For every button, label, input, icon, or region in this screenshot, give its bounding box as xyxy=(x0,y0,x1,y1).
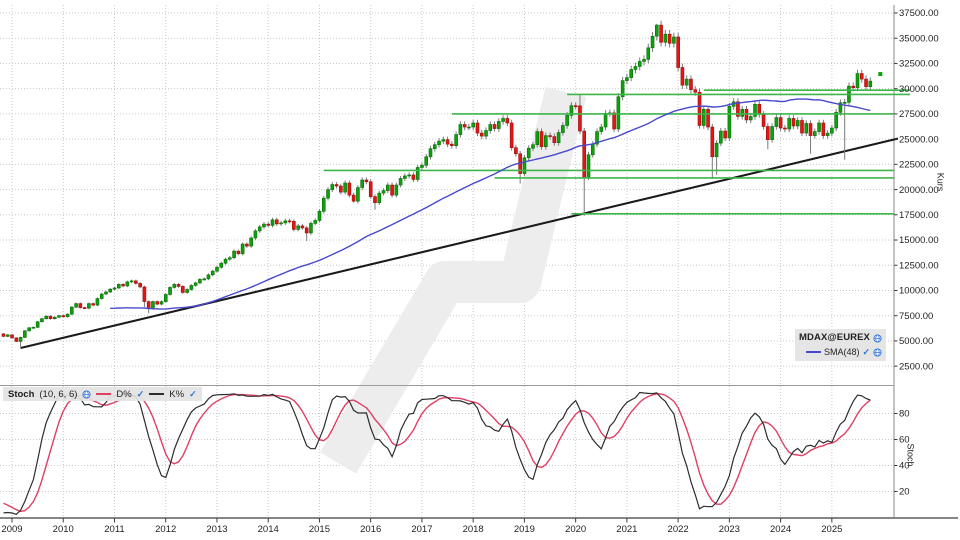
stoch-tick-label: 20 xyxy=(899,487,910,498)
stoch-title[interactable]: Stoch xyxy=(8,388,35,400)
globe-icon[interactable] xyxy=(873,333,882,343)
stoch-k-checkbox[interactable]: ✓ xyxy=(189,388,197,399)
price-tick-label: 25000.00 xyxy=(899,134,939,145)
price-tick-label: 2500.00 xyxy=(899,361,933,372)
sma-line-sample xyxy=(805,351,821,353)
stoch-d-checkbox[interactable]: ✓ xyxy=(136,388,145,399)
last-price-marker xyxy=(878,72,883,77)
price-tick-label: 17500.00 xyxy=(899,210,939,221)
year-tick-label: 2024 xyxy=(770,524,791,535)
year-tick-label: 2021 xyxy=(616,524,637,535)
price-tick-label: 10000.00 xyxy=(899,286,939,297)
price-axis-title: Kurs xyxy=(935,172,946,192)
year-tick-label: 2017 xyxy=(411,524,432,535)
year-tick-label: 2018 xyxy=(463,524,484,535)
stoch-k-line xyxy=(3,391,871,515)
year-tick-label: 2020 xyxy=(565,524,586,535)
price-tick-label: 35000.00 xyxy=(899,33,939,44)
year-tick-label: 2011 xyxy=(104,524,124,535)
stoch-tick-label: 60 xyxy=(899,435,910,446)
levels-layer xyxy=(323,89,910,215)
year-tick-label: 2019 xyxy=(514,524,535,535)
trendline xyxy=(20,137,899,350)
stoch-d-line xyxy=(3,393,871,513)
stoch-k-label: K% xyxy=(169,388,185,400)
year-tick-label: 2022 xyxy=(668,524,689,535)
stoch-axis-title: Stoch xyxy=(905,443,916,467)
stoch-k-line-sample xyxy=(149,393,165,395)
stoch-tick-label: 40 xyxy=(899,461,910,472)
year-tick-label: 2023 xyxy=(719,524,740,535)
stoch-d-line-sample xyxy=(96,393,112,395)
price-tick-label: 32500.00 xyxy=(899,59,939,70)
price-tick-label: 7500.00 xyxy=(899,311,933,322)
year-tick-label: 2009 xyxy=(1,524,22,535)
price-tick-label: 37500.00 xyxy=(899,8,939,19)
watermark-logo xyxy=(319,87,587,474)
price-tick-label: 5000.00 xyxy=(899,336,933,347)
year-tick-label: 2010 xyxy=(53,524,74,535)
year-tick-label: 2012 xyxy=(155,524,176,535)
year-tick-label: 2015 xyxy=(309,524,330,535)
axis-labels: 2500.00 5000.00 7500.00 10000.00 12500.00 150… xyxy=(1,8,938,535)
stoch-tick-label: 80 xyxy=(899,409,910,420)
globe-icon[interactable] xyxy=(82,389,91,399)
year-tick-label: 2025 xyxy=(821,524,842,535)
year-tick-label: 2014 xyxy=(258,524,279,535)
sma-label: SMA(48) xyxy=(823,347,860,357)
sma-checkbox[interactable]: ✓ xyxy=(862,347,870,357)
symbol-label: MDAX@EUREX xyxy=(799,332,870,343)
stoch-d-label: D% xyxy=(116,388,132,400)
legend-sma-row[interactable]: SMA(48) ✓ xyxy=(799,345,882,359)
sma-line xyxy=(110,98,871,310)
price-tick-label: 30000.00 xyxy=(899,84,939,95)
price-tick-label: 20000.00 xyxy=(899,185,939,196)
price-tick-label: 22500.00 xyxy=(899,160,939,171)
legend-symbol-row[interactable]: MDAX@EUREX xyxy=(799,331,882,345)
year-tick-label: 2013 xyxy=(206,524,227,535)
price-tick-label: 27500.00 xyxy=(899,109,939,120)
price-tick-label: 15000.00 xyxy=(899,235,939,246)
globe-icon[interactable] xyxy=(873,347,882,357)
year-tick-label: 2016 xyxy=(360,524,381,535)
main-legend: MDAX@EUREX SMA(48) ✓ xyxy=(795,329,886,361)
price-tick-label: 12500.00 xyxy=(899,260,939,271)
stoch-indicator-header: Stoch (10, 6, 6) D% ✓ K% ✓ xyxy=(3,387,202,401)
stoch-params: (10, 6, 6) xyxy=(39,388,78,400)
